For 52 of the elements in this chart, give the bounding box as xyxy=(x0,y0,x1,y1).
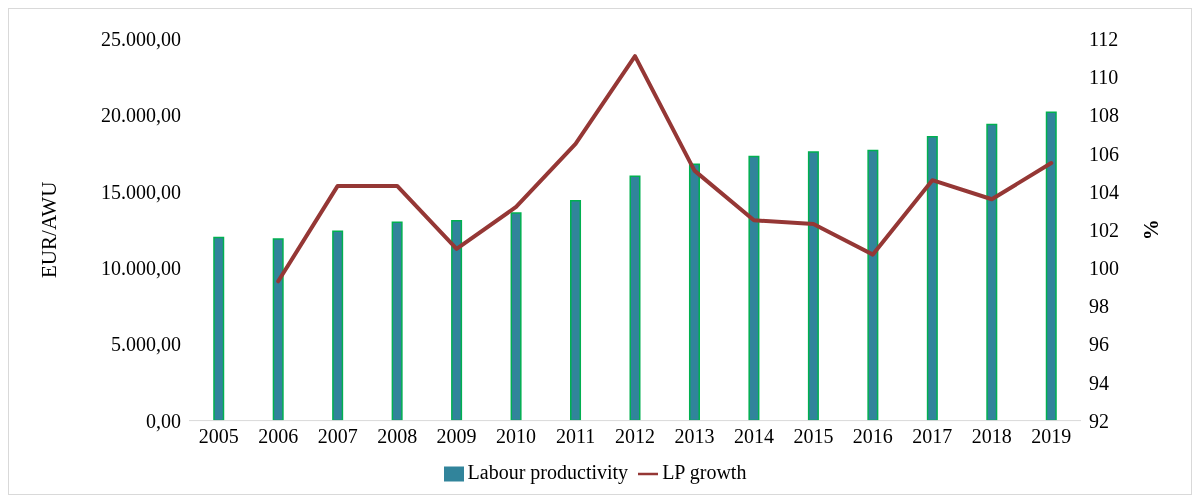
y2-tick-label: 112 xyxy=(1089,28,1119,51)
x-tick-label: 2005 xyxy=(198,424,239,447)
y2-tick-label: 98 xyxy=(1089,295,1109,318)
y2-tick-label: 106 xyxy=(1089,142,1119,165)
y2-tick-label: 96 xyxy=(1089,333,1109,356)
bar xyxy=(391,221,403,421)
x-tick-label: 2006 xyxy=(258,424,299,447)
bar xyxy=(986,123,998,421)
bar xyxy=(332,230,344,421)
line-series xyxy=(276,54,1054,284)
bar xyxy=(451,219,463,421)
y2-tick-label: 104 xyxy=(1089,180,1119,203)
legend-label: Labour productivity xyxy=(467,460,629,483)
bar xyxy=(272,238,284,421)
x-tick-label: 2010 xyxy=(496,424,537,447)
bar xyxy=(807,151,819,421)
x-tick-label: 2013 xyxy=(674,424,715,447)
y2-tick-label: 94 xyxy=(1089,371,1109,394)
bar xyxy=(1045,111,1057,421)
y2-tick-label: 92 xyxy=(1089,409,1109,432)
y2-tick-label: 108 xyxy=(1089,104,1119,127)
y-tick-label: 20.000,00 xyxy=(101,104,181,127)
x-tick-label: 2014 xyxy=(733,424,774,447)
x-tick-label: 2015 xyxy=(793,424,834,447)
bar xyxy=(926,135,938,421)
y2-tick-label: 110 xyxy=(1089,66,1119,89)
y-tick-label: 15.000,00 xyxy=(101,180,181,203)
y-tick-label: 0,00 xyxy=(146,409,181,432)
y2-tick-label: 100 xyxy=(1089,257,1119,280)
y-tick-label: 10.000,00 xyxy=(101,257,181,280)
x-tick-label: 2018 xyxy=(971,424,1012,447)
bar xyxy=(867,149,879,421)
x-tick-label: 2007 xyxy=(317,424,358,447)
x-tick-label: 2019 xyxy=(1031,424,1072,447)
bar xyxy=(570,200,582,421)
bar xyxy=(213,236,225,421)
x-tick-label: 2016 xyxy=(852,424,893,447)
y-tick-label: 25.000,00 xyxy=(101,28,181,51)
x-tick-label: 2008 xyxy=(377,424,418,447)
y2-tick-label: 102 xyxy=(1089,218,1119,241)
y-tick-label: 5.000,00 xyxy=(111,333,181,356)
bar xyxy=(748,155,760,421)
y-axis-title: EUR/AWU xyxy=(37,181,62,278)
bar xyxy=(510,212,522,421)
x-tick-label: 2017 xyxy=(912,424,953,447)
bar xyxy=(629,175,641,421)
x-tick-label: 2011 xyxy=(555,424,596,447)
x-tick-label: 2012 xyxy=(615,424,655,447)
x-tick-label: 2009 xyxy=(436,424,477,447)
legend-label: LP growth xyxy=(662,460,747,483)
bar xyxy=(688,163,700,421)
y2-axis-title: % xyxy=(1139,219,1164,241)
